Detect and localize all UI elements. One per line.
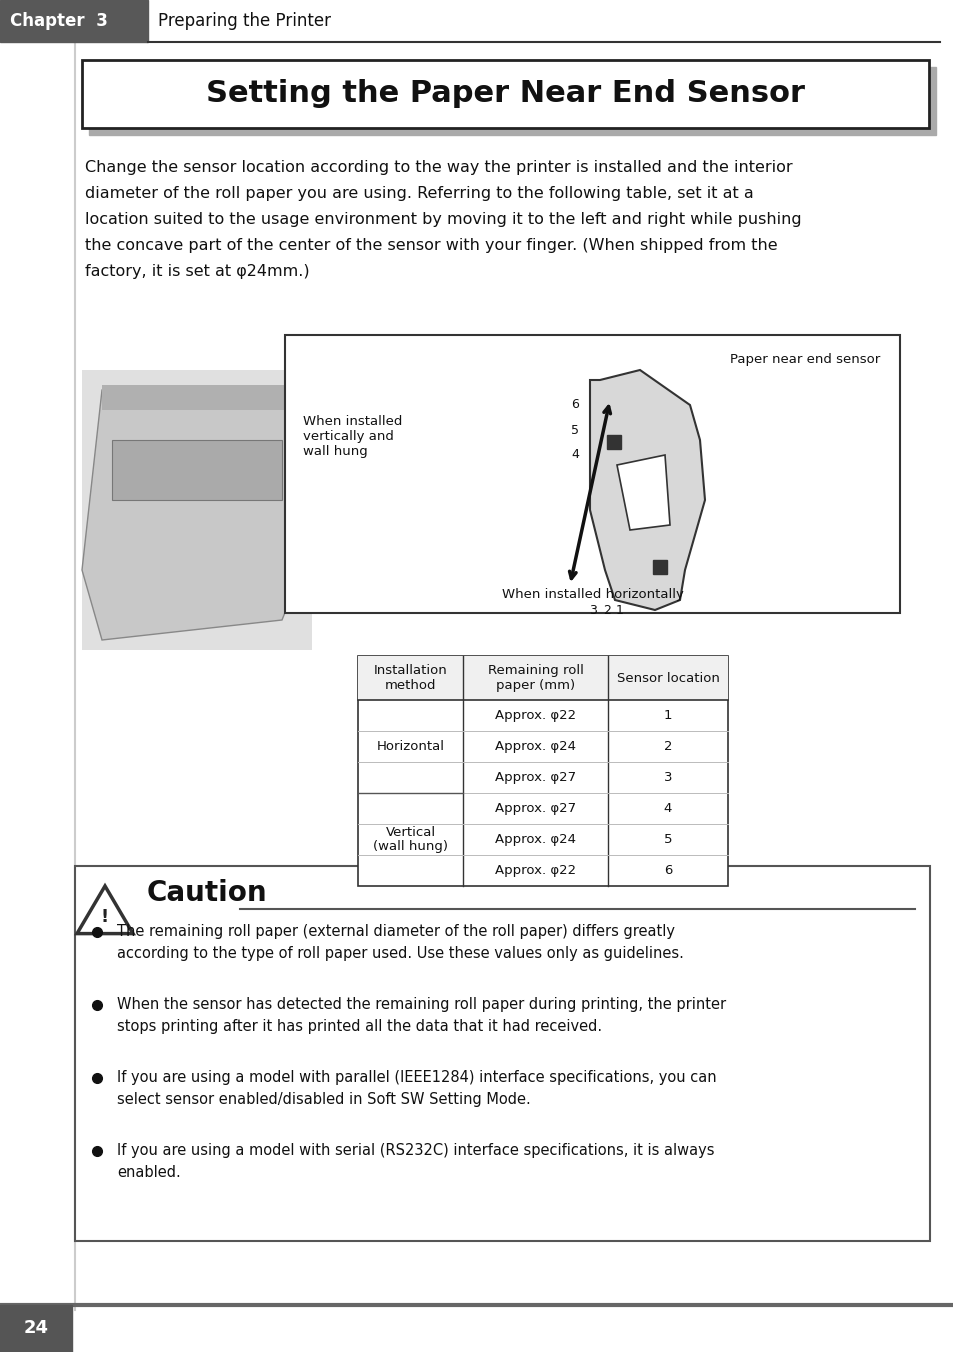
Text: select sensor enabled/disabled in Soft SW Setting Mode.: select sensor enabled/disabled in Soft S… [117, 1092, 530, 1107]
Text: Sensor location: Sensor location [616, 672, 719, 684]
Text: If you are using a model with parallel (IEEE1284) interface specifications, you : If you are using a model with parallel (… [117, 1069, 716, 1086]
Bar [606, 435, 620, 449]
Bar [357, 656, 727, 886]
Text: Approx. φ27: Approx. φ27 [495, 771, 576, 784]
Text: Approx. φ27: Approx. φ27 [495, 802, 576, 815]
Text: Chapter 3: Chapter 3 [10, 12, 108, 30]
Bar [75, 867, 929, 1241]
Text: 2: 2 [663, 740, 672, 753]
Text: the concave part of the center of the sensor with your finger. (When shipped fro: the concave part of the center of the se… [85, 238, 777, 253]
Bar [285, 335, 899, 612]
Text: If you are using a model with serial (RS232C) interface specifications, it is al: If you are using a model with serial (RS… [117, 1142, 714, 1159]
Text: Approx. φ24: Approx. φ24 [495, 833, 576, 846]
Text: Approx. φ22: Approx. φ22 [495, 864, 576, 877]
Text: 5: 5 [571, 423, 578, 437]
Text: When installed horizontally: When installed horizontally [501, 588, 682, 602]
Text: 3: 3 [663, 771, 672, 784]
Text: 4: 4 [663, 802, 672, 815]
Text: Vertical: Vertical [385, 826, 436, 840]
Text: diameter of the roll paper you are using. Referring to the following table, set : diameter of the roll paper you are using… [85, 187, 753, 201]
Text: 1: 1 [663, 708, 672, 722]
Text: location suited to the usage environment by moving it to the left and right whil: location suited to the usage environment… [85, 212, 801, 227]
Text: Preparing the Printer: Preparing the Printer [158, 12, 331, 30]
Text: 2: 2 [602, 603, 610, 617]
Text: 3: 3 [588, 603, 597, 617]
Text: paper (mm): paper (mm) [496, 679, 575, 692]
Bar [0, 0, 148, 42]
Text: factory, it is set at φ24mm.): factory, it is set at φ24mm.) [85, 264, 310, 279]
Text: stops printing after it has printed all the data that it had received.: stops printing after it has printed all … [117, 1019, 601, 1034]
Text: The remaining roll paper (external diameter of the roll paper) differs greatly: The remaining roll paper (external diame… [117, 923, 675, 940]
Text: Remaining roll: Remaining roll [487, 664, 583, 677]
Polygon shape [77, 886, 132, 934]
Text: 24: 24 [24, 1320, 49, 1337]
Text: Horizontal: Horizontal [376, 740, 444, 753]
Polygon shape [82, 389, 302, 639]
Text: !: ! [101, 907, 109, 926]
Text: enabled.: enabled. [117, 1165, 180, 1180]
Bar [0, 1305, 71, 1352]
Text: When the sensor has detected the remaining roll paper during printing, the print: When the sensor has detected the remaini… [117, 996, 725, 1013]
Text: Paper near end sensor: Paper near end sensor [729, 353, 879, 366]
Bar [652, 560, 666, 575]
Text: Approx. φ22: Approx. φ22 [495, 708, 576, 722]
Text: according to the type of roll paper used. Use these values only as guidelines.: according to the type of roll paper used… [117, 946, 683, 961]
Text: Installation: Installation [374, 664, 447, 677]
Bar [82, 370, 312, 650]
Bar [112, 439, 282, 500]
Text: (wall hung): (wall hung) [373, 840, 448, 853]
Text: Approx. φ24: Approx. φ24 [495, 740, 576, 753]
Text: 6: 6 [571, 399, 578, 411]
Bar [357, 656, 727, 700]
Text: When installed
vertically and
wall hung: When installed vertically and wall hung [303, 415, 402, 458]
Text: 4: 4 [571, 449, 578, 461]
Text: 5: 5 [663, 833, 672, 846]
Text: Caution: Caution [147, 879, 268, 907]
Bar [89, 68, 935, 135]
Polygon shape [617, 456, 669, 530]
Text: Setting the Paper Near End Sensor: Setting the Paper Near End Sensor [206, 80, 804, 108]
Text: Change the sensor location according to the way the printer is installed and the: Change the sensor location according to … [85, 160, 792, 174]
Polygon shape [589, 370, 704, 610]
Bar [102, 385, 292, 410]
Text: method: method [384, 679, 436, 692]
Text: 1: 1 [616, 603, 623, 617]
Bar [82, 59, 928, 128]
Text: 6: 6 [663, 864, 672, 877]
